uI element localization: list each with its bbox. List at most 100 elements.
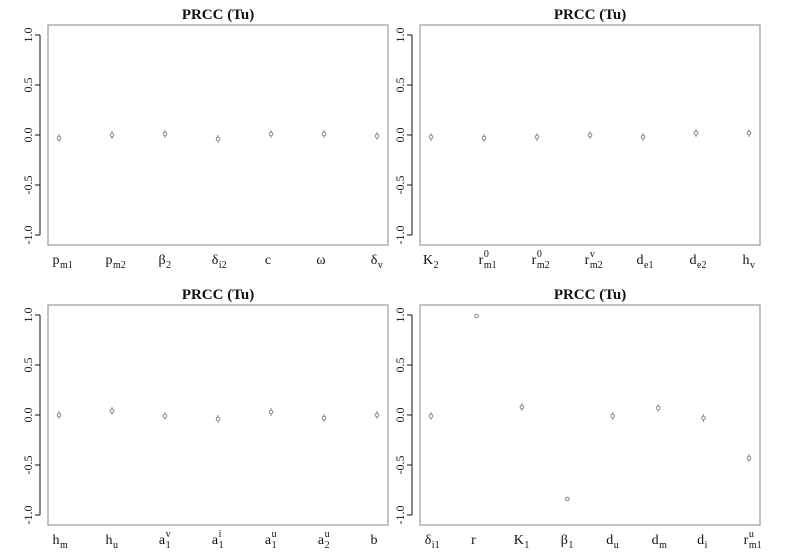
- y-tick-label: -0.5: [21, 456, 35, 475]
- x-tick-label-sub: 1: [166, 540, 171, 551]
- chart-title: PRCC (Tu): [554, 287, 626, 303]
- y-tick-label: -1.0: [21, 506, 35, 525]
- x-tick-label: p: [106, 253, 113, 268]
- point: [215, 136, 221, 142]
- y-tick-label: 1.0: [21, 308, 35, 323]
- x-tick-label: ω: [316, 253, 325, 268]
- point: [268, 131, 274, 137]
- x-tick-label: h: [743, 253, 750, 268]
- x-tick-label: β: [158, 253, 165, 268]
- point: [746, 455, 752, 461]
- point: [56, 135, 62, 141]
- x-tick-label: d: [606, 533, 613, 548]
- point: [321, 415, 327, 421]
- y-tick-label: -1.0: [21, 226, 35, 245]
- x-tick-label: δ: [371, 253, 378, 268]
- x-tick-label: a: [265, 533, 272, 548]
- point: [746, 130, 752, 136]
- y-tick-label: 0.5: [393, 358, 407, 373]
- chart-title: PRCC (Tu): [182, 287, 254, 303]
- x-tick-label: a: [212, 533, 219, 548]
- point: [519, 404, 525, 410]
- x-tick-label-sub: 2: [166, 260, 171, 271]
- x-tick-label: δ: [212, 253, 219, 268]
- x-tick-label-sub: m: [659, 540, 667, 551]
- x-tick-label-sup: v: [590, 249, 595, 260]
- x-tick-label: r: [532, 253, 537, 268]
- point: [109, 132, 115, 138]
- x-tick-label: h: [106, 533, 113, 548]
- point: [374, 412, 380, 418]
- point: [655, 405, 661, 411]
- plot-frame: [419, 24, 761, 246]
- x-tick-label: b: [371, 533, 378, 548]
- point: [428, 134, 434, 140]
- point: [587, 132, 593, 138]
- point: [162, 413, 168, 419]
- x-tick-label-sup: i: [219, 529, 222, 540]
- x-tick-label-sub: 1: [272, 540, 277, 551]
- y-tick-label: 0.0: [393, 408, 407, 423]
- x-tick-label: a: [318, 533, 325, 548]
- x-tick-label: K: [423, 253, 433, 268]
- chart-title: PRCC (Tu): [182, 7, 254, 23]
- point: [481, 135, 487, 141]
- x-tick-label: d: [697, 533, 704, 548]
- x-tick-label-sub: 1: [568, 540, 573, 551]
- point: [268, 409, 274, 415]
- point: [321, 131, 327, 137]
- x-tick-label: c: [265, 253, 271, 268]
- point: [109, 408, 115, 414]
- x-tick-label-sub: e2: [697, 260, 706, 271]
- chart-title: PRCC (Tu): [554, 7, 626, 23]
- x-tick-label: d: [637, 253, 644, 268]
- point: [701, 415, 706, 421]
- y-tick-label: 0.5: [393, 78, 407, 93]
- x-tick-label-sub: 2: [325, 540, 330, 551]
- y-tick-label: -0.5: [393, 176, 407, 195]
- x-tick-label-sub: m1: [749, 540, 762, 551]
- y-tick-label: -1.0: [393, 506, 407, 525]
- x-tick-label-sub: m: [60, 540, 68, 551]
- x-tick-label-sup: v: [166, 529, 171, 540]
- x-tick-label-sub: m2: [590, 260, 603, 271]
- x-tick-label-sub: i2: [219, 260, 227, 271]
- point: [474, 313, 479, 319]
- x-tick-label-sup: 0: [484, 249, 489, 260]
- x-tick-label-sub: v: [378, 260, 383, 271]
- x-tick-label-sub: e1: [644, 260, 653, 271]
- y-tick-label: -0.5: [393, 456, 407, 475]
- y-tick-label: 0.0: [393, 128, 407, 143]
- x-tick-label: r: [471, 533, 476, 548]
- y-tick-label: 0.0: [21, 408, 35, 423]
- point: [693, 130, 699, 136]
- x-tick-label-sub: 1: [524, 540, 529, 551]
- x-tick-label-sub: i: [705, 540, 708, 551]
- y-tick-label: 1.0: [393, 308, 407, 323]
- x-tick-label: h: [53, 533, 60, 548]
- point: [640, 134, 646, 140]
- x-tick-label-sub: v: [750, 260, 755, 271]
- y-tick-label: -1.0: [393, 226, 407, 245]
- x-tick-label-sup: u: [272, 529, 277, 540]
- x-tick-label-sub: m2: [113, 260, 126, 271]
- x-tick-label-sub: u: [113, 540, 118, 551]
- point: [374, 133, 380, 139]
- x-tick-label: r: [744, 533, 749, 548]
- plot-frame: [47, 24, 389, 246]
- x-tick-label: a: [159, 533, 166, 548]
- x-tick-label-sup: u: [325, 529, 330, 540]
- point: [56, 412, 62, 418]
- plot-frame: [419, 304, 761, 526]
- x-tick-label-sub: 1: [219, 540, 224, 551]
- x-tick-label-sup: u: [749, 529, 754, 540]
- x-tick-label-sub: u: [614, 540, 619, 551]
- x-tick-label: r: [479, 253, 484, 268]
- y-tick-label: 1.0: [393, 28, 407, 43]
- point: [428, 413, 434, 419]
- point: [162, 131, 168, 137]
- y-tick-label: 1.0: [21, 28, 35, 43]
- x-tick-label: d: [690, 253, 697, 268]
- x-tick-label-sup: 0: [537, 249, 542, 260]
